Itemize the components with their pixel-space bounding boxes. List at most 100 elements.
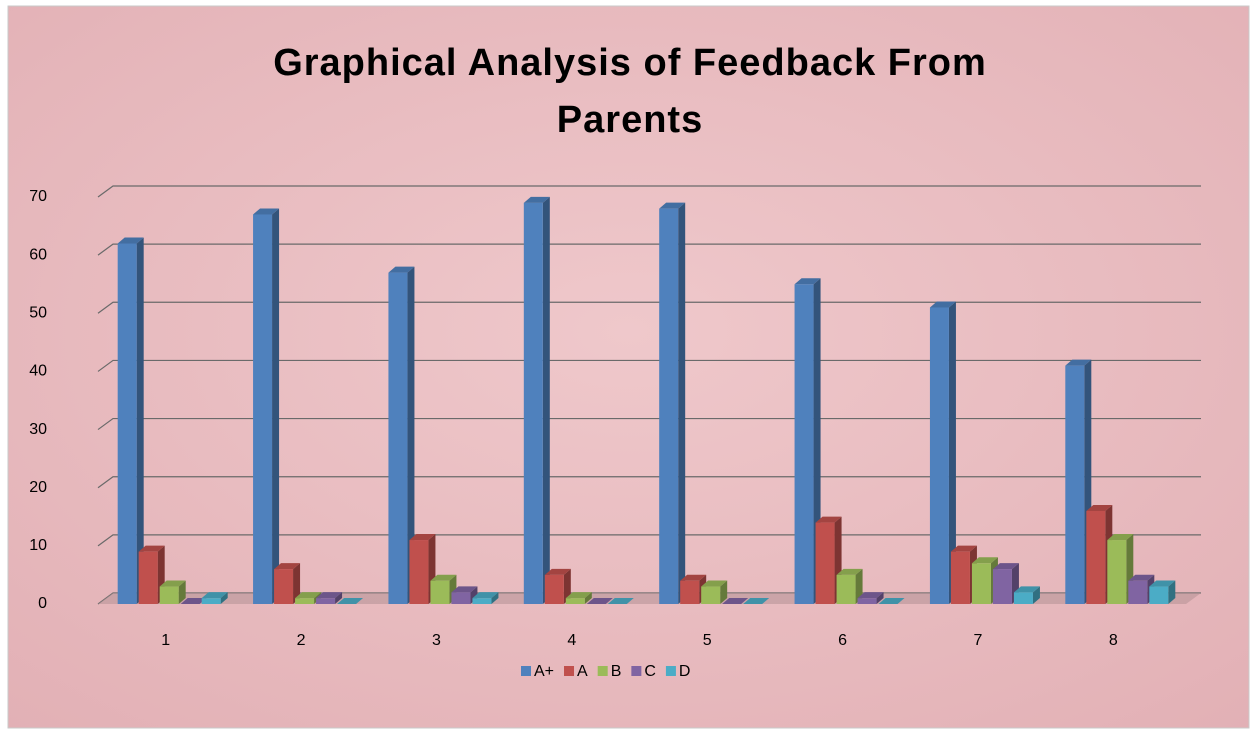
bar-top: [253, 208, 280, 215]
bar-side: [272, 208, 280, 604]
bar-side: [220, 592, 228, 604]
bar: [337, 598, 364, 604]
grid-line: [97, 476, 1201, 489]
bar: [857, 592, 884, 604]
chart-title: Graphical Analysis of Feedback From Paren…: [273, 42, 987, 141]
bar-top: [1149, 580, 1176, 587]
bar-side: [876, 592, 884, 604]
bar-top: [138, 545, 165, 552]
bar-front: [565, 598, 585, 604]
bar-front: [815, 522, 835, 604]
bar-side: [855, 568, 863, 604]
bar-top: [159, 580, 186, 587]
bar-front: [117, 243, 137, 604]
bar: [743, 598, 770, 604]
bar-front: [388, 272, 408, 604]
bar-top: [409, 534, 436, 541]
bar-front: [253, 214, 273, 604]
bar-top: [565, 592, 592, 599]
bar-top: [1128, 574, 1155, 581]
bar-front: [138, 551, 158, 604]
bar: [451, 586, 478, 604]
bar-front: [544, 574, 564, 604]
bar-front: [1086, 510, 1106, 604]
bar-side: [1168, 580, 1176, 604]
bar-top: [295, 592, 322, 599]
grid-line: [97, 243, 1201, 256]
bar-top: [1107, 534, 1134, 541]
y-tick-label: 0: [38, 595, 47, 612]
bar: [117, 237, 144, 604]
bar-top: [472, 592, 499, 599]
bar-top: [523, 196, 550, 203]
legend-label: D: [679, 663, 691, 680]
bar-front: [1149, 586, 1169, 604]
x-tick-label: 8: [1109, 632, 1118, 649]
bar-front: [701, 586, 721, 604]
x-tick-label: 1: [161, 632, 170, 649]
bar-front: [451, 592, 471, 604]
bar-top: [971, 557, 998, 564]
bar-top: [722, 598, 749, 604]
bar-side: [293, 563, 301, 604]
bar-front: [472, 598, 492, 604]
bar-front: [430, 580, 450, 604]
bar-top: [316, 592, 343, 599]
bar-top: [794, 278, 821, 285]
bar-top: [743, 598, 770, 604]
bar-side: [335, 592, 343, 604]
bar-front: [992, 569, 1012, 604]
bar: [180, 598, 207, 604]
bar-top: [117, 237, 144, 244]
bar-side: [563, 568, 571, 604]
bar: [1149, 580, 1176, 604]
bar: [836, 568, 863, 604]
bar-top: [857, 592, 884, 599]
bar-front: [316, 598, 336, 604]
bar: [722, 598, 749, 604]
bar-top: [929, 301, 956, 308]
bar-front: [1128, 580, 1148, 604]
bar-top: [950, 545, 977, 552]
bar-front: [836, 574, 856, 604]
bar-front: [201, 598, 221, 604]
bar: [253, 208, 280, 604]
bar-front: [794, 284, 814, 604]
bar: [992, 563, 1019, 604]
x-tick-label: 2: [297, 632, 306, 649]
bar-front: [857, 598, 877, 604]
bar-side: [542, 196, 550, 605]
bar-side: [948, 301, 956, 604]
bar: [472, 592, 499, 604]
grid-line: [97, 185, 1201, 198]
y-tick-label: 60: [29, 246, 47, 263]
bar-front: [1107, 540, 1127, 604]
bar-front: [950, 551, 970, 604]
bar-front: [159, 586, 179, 604]
bar-side: [470, 586, 478, 604]
x-tick-label: 7: [973, 632, 982, 649]
legend-label: A: [577, 663, 588, 680]
legend-label: A+: [534, 663, 554, 680]
bar-side: [1032, 586, 1040, 604]
bar-top: [388, 266, 415, 273]
grid-line: [97, 301, 1201, 314]
bar: [430, 574, 457, 604]
bar: [929, 301, 956, 604]
legend-swatch: [631, 666, 642, 676]
bar-top: [680, 574, 707, 581]
x-tick-label: 5: [703, 632, 712, 649]
bar-top: [607, 598, 634, 604]
legend-swatch: [521, 666, 531, 676]
bar-top: [430, 574, 457, 581]
floor: [98, 593, 1201, 604]
grid-line: [97, 359, 1201, 372]
x-tick-label: 4: [567, 632, 576, 649]
bar-front: [409, 540, 429, 604]
bar: [565, 592, 592, 604]
y-tick-label: 40: [29, 363, 47, 380]
y-tick-label: 70: [29, 188, 47, 205]
bar-side: [720, 580, 728, 604]
y-tick-label: 10: [29, 537, 47, 554]
legend-swatch: [597, 666, 608, 676]
